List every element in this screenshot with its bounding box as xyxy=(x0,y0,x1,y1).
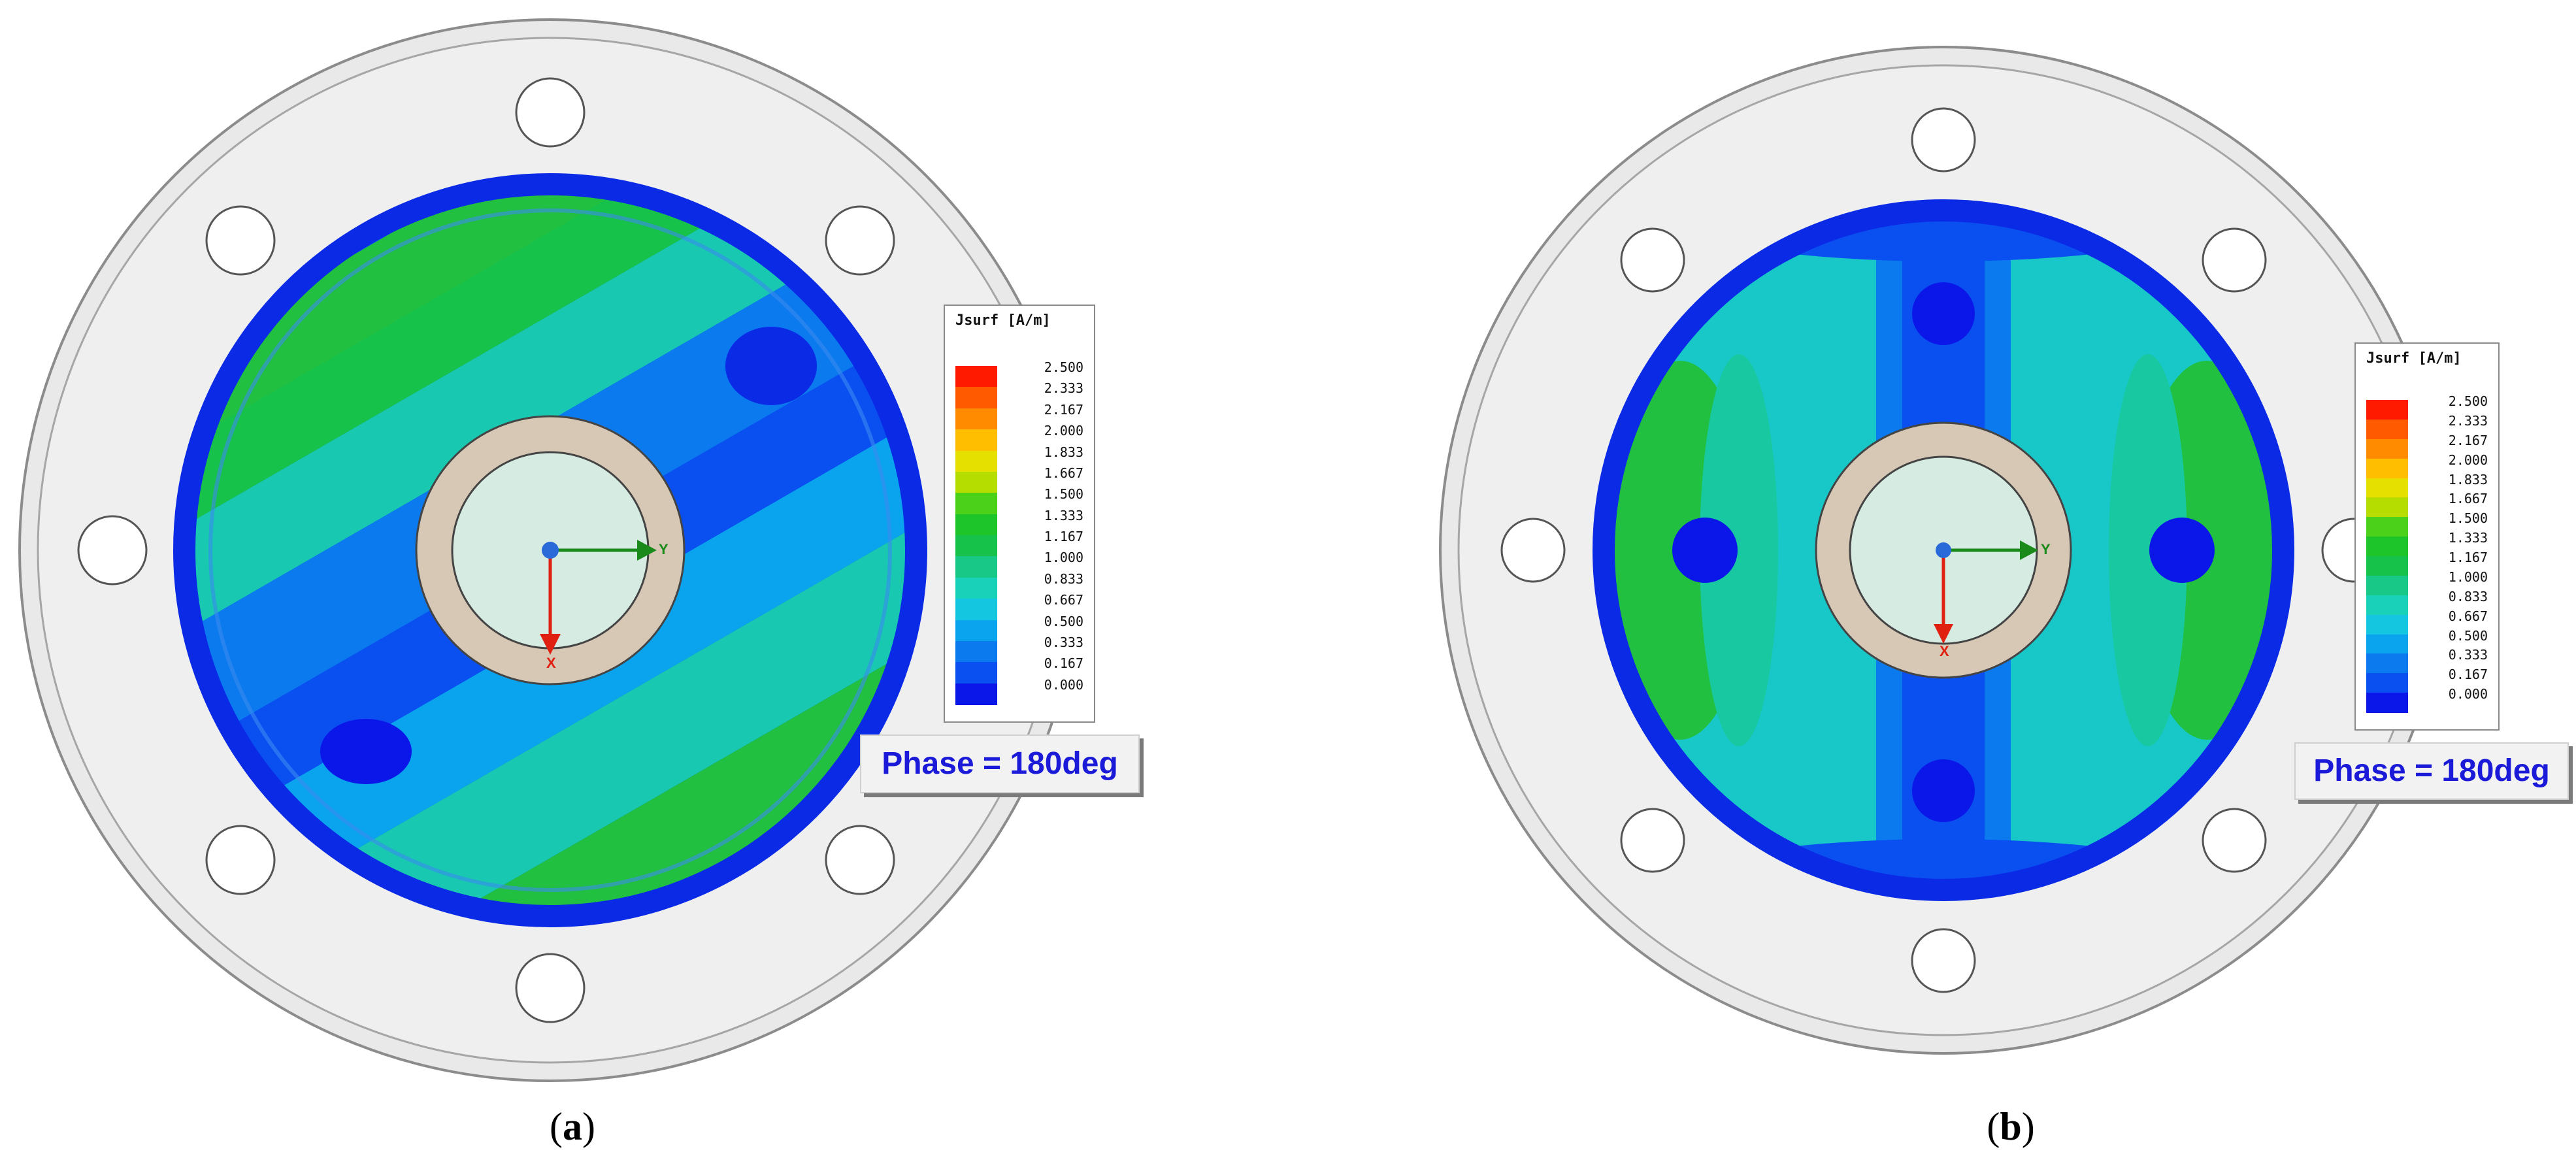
legend-tick-label: 0.333 xyxy=(2448,647,2488,663)
legend-swatch xyxy=(955,450,997,472)
legend-swatch xyxy=(2366,693,2408,713)
caption-b: (b) xyxy=(1987,1105,2035,1148)
legend-tick-label: 0.500 xyxy=(2448,627,2488,644)
legend-swatch xyxy=(955,662,997,684)
legend-swatch xyxy=(955,577,997,600)
legend-tick-label: 1.167 xyxy=(2448,550,2488,565)
phase-label-a: Phase = 180deg xyxy=(860,734,1140,793)
legend-swatch xyxy=(955,366,997,388)
legend-tick-label: 0.167 xyxy=(2448,667,2488,683)
legend-swatch xyxy=(2366,478,2408,499)
legend-swatch xyxy=(955,556,997,578)
legend-tick-label: 0.833 xyxy=(2448,588,2488,604)
legend-tick-label: 0.667 xyxy=(2448,608,2488,624)
legend-swatch xyxy=(2366,673,2408,694)
legend-swatch xyxy=(955,493,997,515)
current-distribution-a xyxy=(184,184,916,916)
axis-triad-b: Y X xyxy=(1934,540,2051,659)
legend-swatch xyxy=(2366,556,2408,576)
legend-b: Jsurf [A/m] 2.500 2.333 2.167 2.000 1.833 1.6… xyxy=(2354,342,2500,731)
legend-tick-label: 0.333 xyxy=(1044,634,1083,650)
legend-swatch xyxy=(2366,614,2408,635)
legend-tick-label: 1.500 xyxy=(2448,510,2488,527)
x-axis-label: X xyxy=(1940,643,1949,659)
panel-a: Y X Jsurf [A/m] 2.500 2.333 2.167 2.000 1.83… xyxy=(18,18,1140,1148)
legend-tick-label: 2.500 xyxy=(2448,393,2488,409)
legend-swatch xyxy=(2366,575,2408,596)
legend-swatch xyxy=(955,535,997,557)
legend-swatch xyxy=(2366,536,2408,557)
legend-swatch xyxy=(2366,653,2408,674)
legend-swatch xyxy=(2366,517,2408,538)
y-axis-label: Y xyxy=(659,541,669,557)
legend-swatch xyxy=(955,429,997,452)
legend-swatch xyxy=(2366,595,2408,616)
legend-tick-label: 2.333 xyxy=(1044,380,1083,397)
phase-label-b: Phase = 180deg xyxy=(2294,742,2569,800)
legend-swatch xyxy=(955,471,997,494)
legend-swatch xyxy=(2366,497,2408,518)
y-axis-label: Y xyxy=(2041,541,2051,557)
legend-swatch xyxy=(955,408,997,431)
axis-triad-a: Y X xyxy=(540,540,669,671)
legend-swatch xyxy=(955,683,997,705)
legend-tick-label: 2.167 xyxy=(1044,401,1083,418)
legend-tick-label: 0.000 xyxy=(2448,686,2488,702)
legend-tick-label: 1.333 xyxy=(2448,530,2488,546)
legend-tick-label: 0.500 xyxy=(1044,613,1083,629)
phase-text: Phase = 180deg xyxy=(882,746,1118,781)
panel-b: Y X Jsurf [A/m] 2.500 2.333 2.167 2.000 1.83… xyxy=(1288,0,2576,1171)
legend-swatch xyxy=(955,640,997,663)
caption-letter: b xyxy=(2000,1105,2022,1148)
legend-tick-label: 2.167 xyxy=(2448,432,2488,448)
field-plot-b: Y X xyxy=(1439,46,2448,1055)
field-plot-a: Y X xyxy=(18,18,1082,1082)
legend-tick-label: 1.833 xyxy=(2448,471,2488,487)
legend-swatch xyxy=(955,387,997,409)
legend-tick-label: 2.500 xyxy=(1044,359,1083,375)
legend-tick-label: 1.500 xyxy=(1044,486,1083,503)
legend-tick-label: 2.000 xyxy=(1044,423,1083,439)
legend-swatch xyxy=(2366,634,2408,655)
legend-tick-label: 2.333 xyxy=(2448,412,2488,429)
legend-tick-label: 0.667 xyxy=(1044,592,1083,608)
legend-swatch xyxy=(2366,458,2408,479)
bolt-holes xyxy=(1500,107,2386,993)
caption-letter: a xyxy=(563,1105,582,1148)
legend-tick-label: 0.167 xyxy=(1044,655,1083,672)
legend-swatch xyxy=(2366,419,2408,440)
legend-tick-label: 0.000 xyxy=(1044,676,1083,693)
legend-tick-label: 1.333 xyxy=(1044,507,1083,523)
legend-tick-label: 1.667 xyxy=(2448,491,2488,507)
x-axis-label: X xyxy=(546,655,556,671)
phase-text: Phase = 180deg xyxy=(2313,753,2550,788)
legend-swatch xyxy=(955,514,997,536)
legend-swatch xyxy=(2366,400,2408,420)
legend-swatch xyxy=(955,619,997,642)
legend-tick-label: 2.000 xyxy=(2448,452,2488,468)
legend-a: Jsurf [A/m] 2.500 2.333 2.167 2.000 1.833 1.6… xyxy=(944,305,1095,723)
legend-tick-label: 1.000 xyxy=(1044,550,1083,566)
legend-tick-label: 0.833 xyxy=(1044,570,1083,587)
legend-title: Jsurf [A/m] xyxy=(955,312,1051,329)
legend-swatch xyxy=(2366,438,2408,459)
legend-swatch xyxy=(955,599,997,621)
caption-a: (a) xyxy=(550,1105,595,1148)
legend-tick-label: 1.167 xyxy=(1044,529,1083,544)
legend-tick-label: 1.833 xyxy=(1044,444,1083,460)
legend-tick-label: 1.000 xyxy=(2448,569,2488,585)
legend-tick-label: 1.667 xyxy=(1044,465,1083,481)
legend-title: Jsurf [A/m] xyxy=(2366,350,2462,367)
